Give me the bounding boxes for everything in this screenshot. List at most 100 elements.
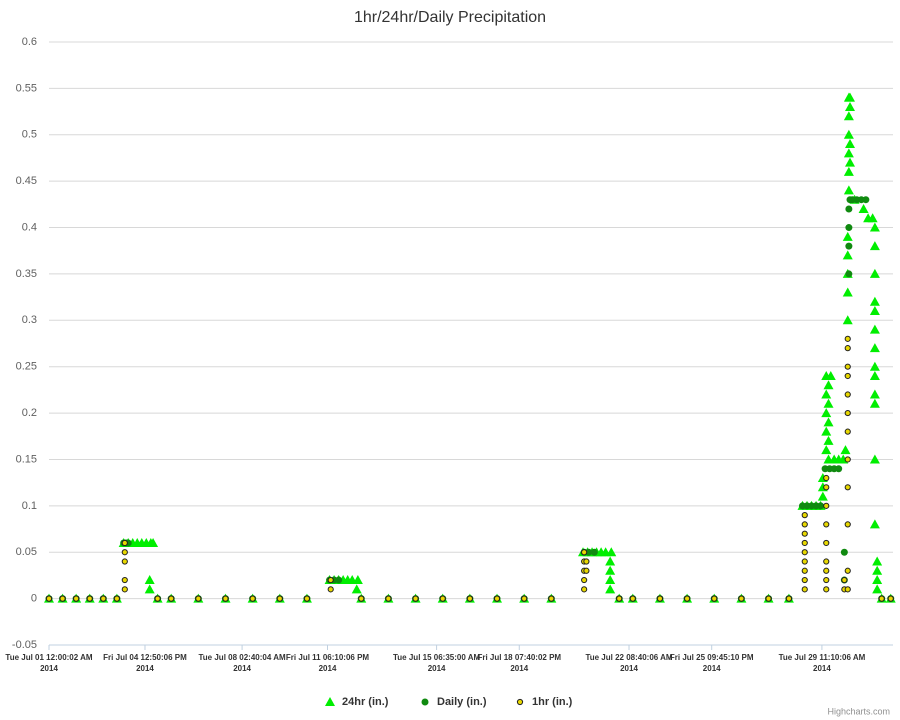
x-tick-label: 2014: [620, 664, 638, 673]
x-tick-label: Tue Jul 22 08:40:06 AM: [585, 653, 672, 662]
ring-marker: [583, 567, 590, 574]
y-tick-label: 0.3: [22, 314, 37, 326]
ring-marker: [656, 595, 664, 602]
ring-marker: [887, 595, 894, 602]
legend-label: 1hr (in.): [532, 696, 573, 708]
circle-marker: [817, 502, 825, 510]
triangle-marker: [858, 203, 869, 213]
ring-marker: [521, 595, 528, 602]
ring-marker: [801, 586, 808, 593]
ring-marker: [878, 595, 885, 602]
ring-marker: [823, 576, 830, 584]
triangle-marker: [144, 575, 155, 585]
x-tick-label: 2014: [703, 664, 721, 673]
ring-marker: [823, 484, 830, 491]
triangle-marker: [605, 565, 616, 575]
series: [45, 335, 894, 602]
ring-marker: [121, 558, 128, 565]
y-tick-label: 0.55: [16, 82, 37, 94]
triangle-marker: [144, 584, 155, 594]
ring-marker: [113, 595, 120, 602]
triangle-marker: [843, 166, 854, 176]
ring-marker: [841, 576, 848, 584]
y-tick-label: 0.1: [22, 500, 37, 512]
triangle-marker: [869, 324, 880, 334]
ring-marker: [168, 595, 175, 602]
triangle-marker: [869, 389, 880, 399]
triangle-marker: [352, 575, 363, 585]
triangle-marker: [872, 565, 883, 575]
triangle-marker: [869, 361, 880, 371]
ring-marker: [385, 595, 392, 602]
ring-marker: [785, 595, 793, 602]
ring-marker: [844, 456, 851, 463]
y-tick-label: 0.35: [16, 268, 37, 280]
triangle-marker: [869, 222, 880, 232]
triangle-marker: [843, 148, 854, 158]
triangle-marker: [869, 241, 880, 251]
ring-marker: [100, 595, 107, 602]
ring-marker: [844, 586, 851, 593]
ring-marker: [358, 595, 365, 602]
x-tick-label: 2014: [510, 664, 528, 673]
legend-item[interactable]: Daily (in.): [421, 696, 487, 708]
ring-marker: [823, 474, 830, 482]
triangle-marker: [845, 139, 856, 149]
ring-marker: [303, 595, 311, 602]
circle-marker: [840, 548, 848, 556]
y-tick-label: 0: [31, 593, 37, 605]
ring-marker: [629, 595, 636, 602]
y-tick-label: 0.45: [16, 175, 37, 187]
ring-marker: [516, 698, 524, 706]
ring-marker: [276, 595, 283, 602]
ring-marker: [86, 595, 93, 602]
x-tick-label: 2014: [40, 664, 58, 673]
ring-marker: [823, 502, 830, 509]
y-tick-label: 0.25: [16, 361, 37, 373]
triangle-marker: [823, 417, 834, 427]
x-tick-label: Fri Jul 04 12:50:06 PM: [103, 653, 187, 662]
triangle-marker: [817, 491, 828, 501]
ring-marker: [581, 576, 588, 584]
y-tick-label: 0.4: [22, 221, 37, 233]
circle-marker: [590, 548, 598, 556]
ring-marker: [154, 595, 161, 602]
triangle-marker: [869, 370, 880, 380]
ring-marker: [121, 576, 128, 584]
triangle-marker: [869, 343, 880, 353]
triangle-marker: [872, 575, 883, 585]
ring-marker: [249, 595, 256, 602]
ring-marker: [412, 595, 419, 602]
triangle-marker: [842, 231, 853, 241]
ring-marker: [801, 558, 808, 565]
ring-marker: [683, 595, 691, 602]
circle-marker: [845, 270, 853, 278]
legend-item[interactable]: 1hr (in.): [516, 696, 573, 708]
ring-marker: [583, 558, 590, 565]
circle-marker: [862, 196, 870, 204]
x-tick-label: Tue Jul 15 06:35:00 AM: [393, 653, 480, 662]
ring-marker: [844, 521, 851, 528]
x-tick-label: 2014: [233, 664, 251, 673]
x-tick-label: 2014: [136, 664, 154, 673]
credits[interactable]: Highcharts.com: [827, 706, 890, 716]
triangle-marker: [869, 296, 880, 306]
triangle-marker: [869, 519, 880, 529]
legend-item[interactable]: 24hr (in.): [325, 696, 389, 708]
triangle-marker: [869, 268, 880, 278]
ring-marker: [801, 576, 808, 584]
legend-label: 24hr (in.): [342, 696, 389, 708]
triangle-marker: [821, 389, 832, 399]
ring-marker: [327, 586, 334, 593]
triangle-marker: [823, 398, 834, 408]
triangle-marker: [351, 584, 362, 594]
ring-marker: [823, 521, 830, 528]
triangle-marker: [843, 129, 854, 139]
triangle-marker: [606, 547, 617, 557]
ring-marker: [121, 549, 128, 556]
x-tick-label: Fri Jul 25 09:45:10 PM: [670, 653, 754, 662]
x-tick-label: Tue Jul 29 11:10:06 AM: [779, 653, 866, 662]
triangle-marker: [842, 250, 853, 260]
ring-marker: [844, 363, 851, 370]
